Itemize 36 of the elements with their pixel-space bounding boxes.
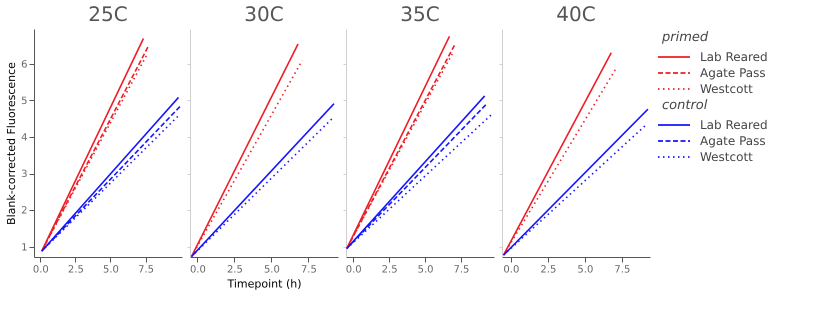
x-tick-label: 5.0 bbox=[264, 264, 280, 276]
legend-label: Lab Reared bbox=[700, 50, 768, 64]
x-tick-label: 2.5 bbox=[382, 264, 398, 276]
chart-title: 30C bbox=[244, 2, 284, 26]
x-tick-label: 5.0 bbox=[418, 264, 434, 276]
x-tick-label: 7.5 bbox=[300, 264, 317, 276]
chart-title: 25C bbox=[88, 2, 128, 26]
y-axis-title: Blank-corrected Fluorescence bbox=[5, 62, 18, 225]
legend-label: Agate Pass bbox=[700, 66, 766, 80]
legend-label: Lab Reared bbox=[700, 118, 768, 132]
chart-title: 35C bbox=[400, 2, 440, 26]
x-tick-label: 2.5 bbox=[68, 264, 84, 276]
y-tick-label: 3 bbox=[21, 169, 28, 180]
text: control bbox=[662, 98, 708, 113]
legend-label: Westcott bbox=[700, 150, 754, 164]
x-tick-label: 2.5 bbox=[540, 264, 556, 276]
x-tick-label: 2.5 bbox=[226, 264, 243, 276]
legend-label: Agate Pass bbox=[700, 134, 766, 148]
y-tick-label: 6 bbox=[21, 59, 28, 70]
x-tick-label: 5.0 bbox=[103, 264, 119, 276]
y-tick-label: 4 bbox=[21, 132, 28, 144]
text: primed bbox=[661, 30, 709, 45]
x-tick-label: 0.0 bbox=[346, 264, 362, 276]
x-tick-label: 5.0 bbox=[577, 264, 594, 276]
x-tick-label: 7.5 bbox=[614, 264, 630, 276]
x-tick-label: 7.5 bbox=[454, 264, 470, 276]
x-tick-label: 0.0 bbox=[32, 264, 49, 276]
chart-title: 40C bbox=[556, 2, 596, 26]
y-tick-label: 5 bbox=[21, 96, 28, 107]
x-axis-title: Timepoint (h) bbox=[226, 278, 302, 290]
x-tick-label: 7.5 bbox=[138, 264, 154, 276]
x-tick-label: 0.0 bbox=[190, 264, 206, 276]
y-tick-label: 1 bbox=[21, 242, 28, 254]
legend-label: Westcott bbox=[700, 82, 754, 96]
x-tick-label: 0.0 bbox=[503, 264, 520, 276]
y-tick-label: 2 bbox=[21, 206, 28, 217]
